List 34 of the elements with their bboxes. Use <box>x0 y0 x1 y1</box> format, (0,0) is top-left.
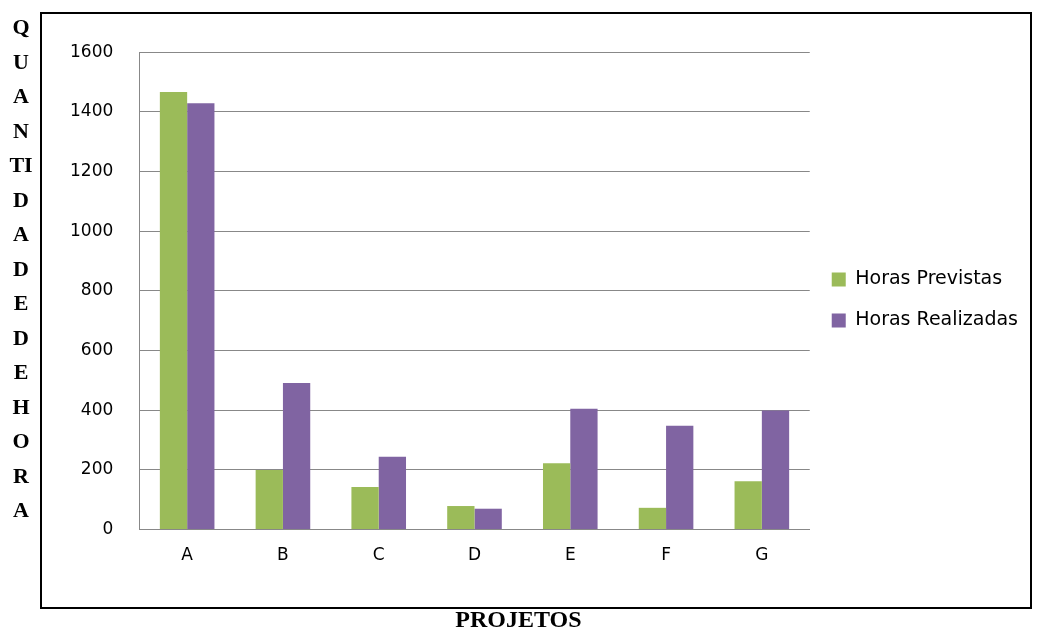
bar <box>187 103 215 530</box>
x-tick-label: F <box>661 544 671 565</box>
legend-label: Horas Previstas <box>855 266 1003 289</box>
bar <box>255 469 283 530</box>
y-tick-label: 800 <box>80 279 114 300</box>
bar <box>474 508 502 530</box>
bar <box>638 507 667 530</box>
x-tick-label: A <box>181 544 194 565</box>
bar <box>159 91 188 530</box>
y-tick-label: 200 <box>80 458 114 479</box>
y-tick-label: 1200 <box>70 159 114 180</box>
bar <box>666 425 694 530</box>
x-tick-label: G <box>755 544 769 565</box>
bar <box>447 506 475 530</box>
y-tick-label: 1000 <box>70 219 114 240</box>
bar <box>734 481 762 530</box>
bar <box>542 463 571 530</box>
y-tick-label: 600 <box>80 339 114 359</box>
x-tick-label: E <box>564 544 576 565</box>
text: QUANTIDADEDEHORA <box>9 14 33 522</box>
x-axis-title: PROJETOS <box>454 606 583 633</box>
y-tick-label: 0 <box>102 518 114 539</box>
bar <box>570 408 598 530</box>
x-tick-label: C <box>372 544 385 565</box>
x-tick-label: B <box>277 544 289 565</box>
bar <box>351 486 379 530</box>
bar <box>378 456 407 530</box>
y-tick-label: 1600 <box>70 40 114 61</box>
y-tick-label: 1400 <box>70 100 114 121</box>
bar <box>282 383 311 530</box>
x-tick-label: D <box>467 544 482 565</box>
bar <box>761 410 790 530</box>
y-tick-label: 400 <box>80 398 114 419</box>
legend-label: Horas Realizadas <box>855 307 1018 330</box>
